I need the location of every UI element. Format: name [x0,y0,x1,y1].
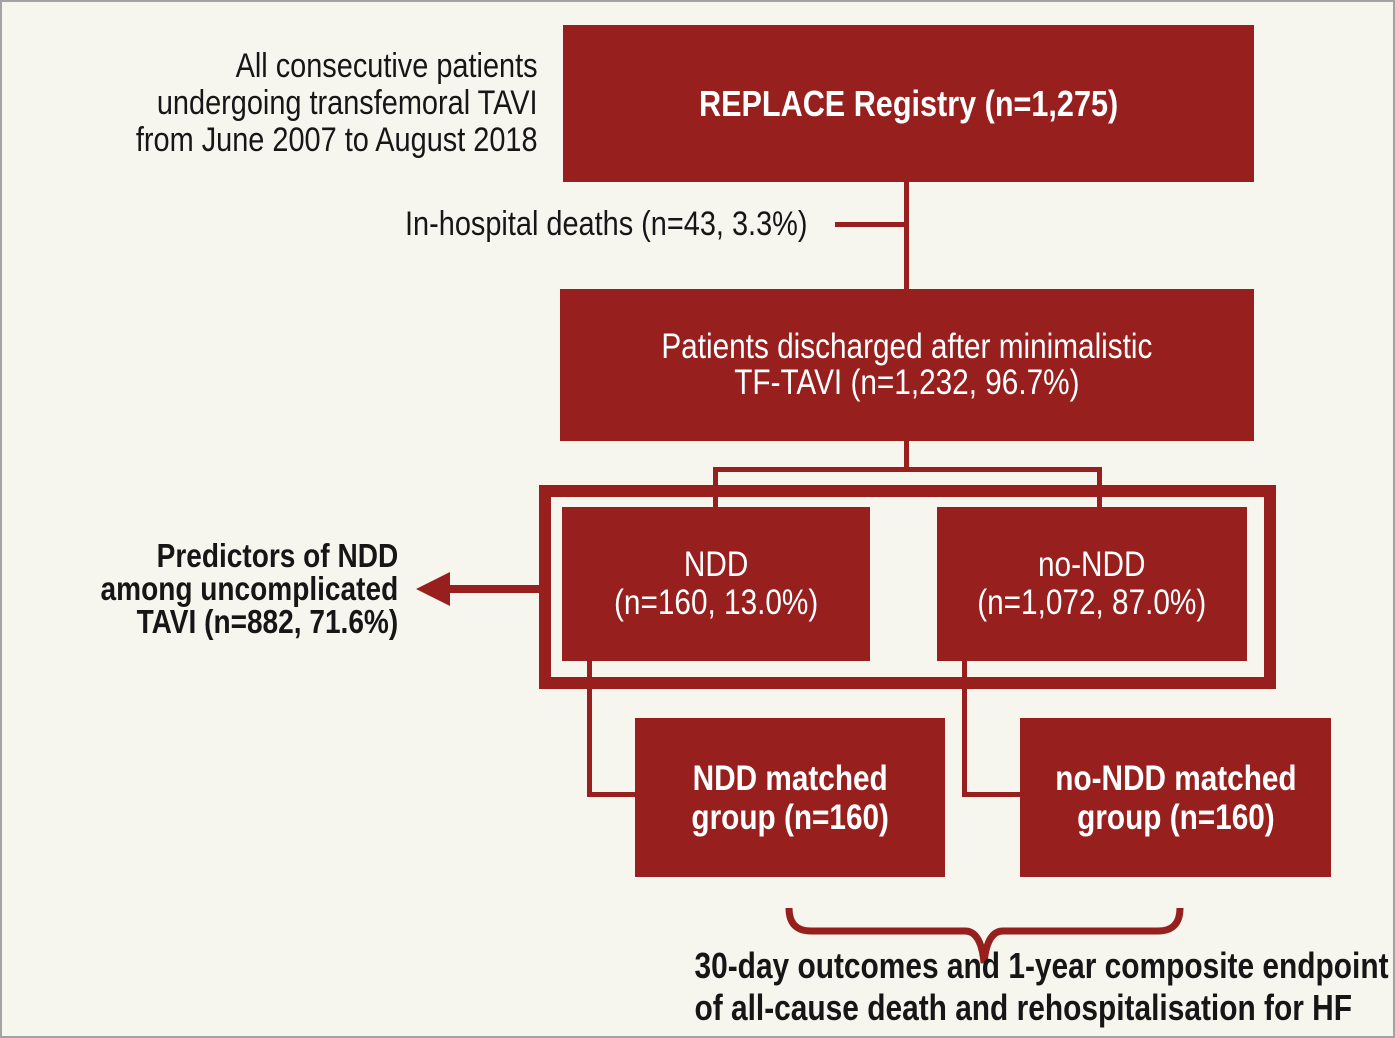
no-ndd-box-line: (n=1,072, 87.0%) [977,583,1207,622]
no-ndd-matched-box-line: no-NDD matched [1054,758,1297,798]
discharged-box-line: TF-TAVI (n=1,232, 96.7%) [734,363,1080,402]
cohort-note-line: All consecutive patients [235,47,538,85]
connector-ndd-matched-vertical [587,660,592,797]
registry-box-label: REPLACE Registry (n=1,275) [698,82,1119,124]
connector-ndd-matched-horizontal [587,792,635,797]
registry-box: REPLACE Registry (n=1,275) [563,25,1254,182]
ndd-box-line: (n=160, 13.0%) [613,583,819,622]
connector-no-ndd-matched-vertical [962,661,967,797]
predictors-note-line: Predictors of NDD [156,537,398,574]
exclusion-tick-line [835,222,907,227]
connector-registry-discharged [904,182,909,289]
ndd-box-line: NDD [683,545,749,584]
cohort-note: All consecutive patients undergoing tran… [136,48,538,159]
curly-brace-icon [785,907,1184,964]
exclusion-note: In-hospital deaths (n=43, 3.3%) [405,206,807,243]
no-ndd-box-line: no-NDD [1038,545,1146,584]
ndd-matched-box-line: group (n=160) [691,797,889,837]
outcome-note-line: of all-cause death and rehospitalisation… [694,987,1352,1028]
outcome-note: 30-day outcomes and 1-year composite end… [694,945,1389,1029]
branch-bar [713,467,1102,472]
predictors-arrow-icon [416,572,542,606]
no-ndd-matched-box-line: group (n=160) [1076,797,1275,837]
no-ndd-matched-box: no-NDD matched group (n=160) [1020,718,1331,877]
exclusion-note-label: In-hospital deaths (n=43, 3.3%) [404,205,807,243]
discharged-box: Patients discharged after minimalistic T… [560,289,1254,441]
discharged-box-line: Patients discharged after minimalistic [661,327,1153,366]
ndd-box: NDD (n=160, 13.0%) [562,507,870,661]
ndd-matched-box-line: NDD matched [692,758,888,798]
cohort-note-line: from June 2007 to August 2018 [136,121,538,159]
connector-no-ndd-matched-horizontal [962,792,1020,797]
ndd-matched-box: NDD matched group (n=160) [635,718,945,877]
predictors-note-line: among uncomplicated [100,570,398,607]
cohort-note-line: undergoing transfemoral TAVI [157,84,538,122]
connector-discharged-branch [904,441,909,469]
predictors-note-line: TAVI (n=882, 71.6%) [136,603,398,640]
outcome-note-line: 30-day outcomes and 1-year composite end… [694,945,1389,986]
ndd-groups-container [539,485,1276,689]
no-ndd-box: no-NDD (n=1,072, 87.0%) [937,507,1247,661]
predictors-note: Predictors of NDD among uncomplicated TA… [100,539,398,638]
